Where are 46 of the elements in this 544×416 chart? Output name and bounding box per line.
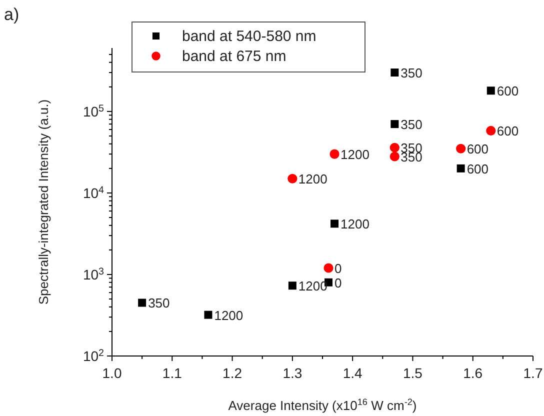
x-tick-label: 1.2: [222, 365, 242, 381]
text: a): [4, 5, 20, 24]
y-tick-label: 10$^{3}$: [82, 266, 105, 282]
legend-label: band at 540-580 nm: [182, 28, 316, 45]
point: [390, 142, 400, 152]
x-tick-label: 1.0: [102, 365, 122, 381]
point: [138, 298, 146, 307]
x-tick-label: 1.7: [523, 365, 543, 381]
point: [324, 263, 334, 273]
annotation: 1200: [298, 278, 328, 294]
annotation: 350: [400, 66, 422, 81]
y-tick-label: 10$^{2}$: [82, 348, 104, 364]
point: [390, 152, 400, 162]
y-tick-label: 10$^{4}$: [82, 184, 105, 201]
y-axis-title: Spectrally-integrated Intensity (a.u.): [36, 99, 51, 305]
annotation: 600: [466, 161, 489, 176]
annotation: 600: [496, 84, 519, 99]
annotation: 1200: [340, 216, 370, 232]
point: [330, 149, 340, 159]
point: [288, 174, 298, 184]
legend-label: band at 675 nm: [182, 48, 286, 65]
point: [390, 68, 399, 77]
x-tick-label: 1.3: [282, 365, 302, 381]
x-tick-label: 1.1: [162, 365, 182, 381]
y-tick-label: 10$^{5}$: [82, 102, 105, 120]
annotation: 350: [148, 296, 170, 311]
point: [486, 86, 495, 95]
x-tick-label: 1.6: [463, 365, 483, 381]
annotation: 350: [400, 117, 422, 132]
point: [456, 164, 465, 172]
point: [456, 144, 466, 154]
annotation: 600: [466, 142, 489, 157]
point: [390, 120, 399, 128]
annotation: 1200: [298, 172, 328, 187]
annotation: 0: [334, 261, 342, 276]
point: [288, 282, 296, 290]
point: [330, 220, 339, 228]
annotation: 0: [334, 275, 342, 290]
annotation: 1200: [340, 147, 370, 162]
x-axis-title: Average Intensity (x10$^{16}$ W cm$^{-2}$): [228, 397, 417, 413]
x-tick-label: 1.4: [342, 365, 363, 381]
point: [486, 126, 496, 136]
annotation: 600: [496, 124, 519, 139]
annotation: 1200: [214, 308, 244, 323]
x-tick-label: 1.5: [402, 365, 423, 381]
point: [204, 310, 212, 319]
